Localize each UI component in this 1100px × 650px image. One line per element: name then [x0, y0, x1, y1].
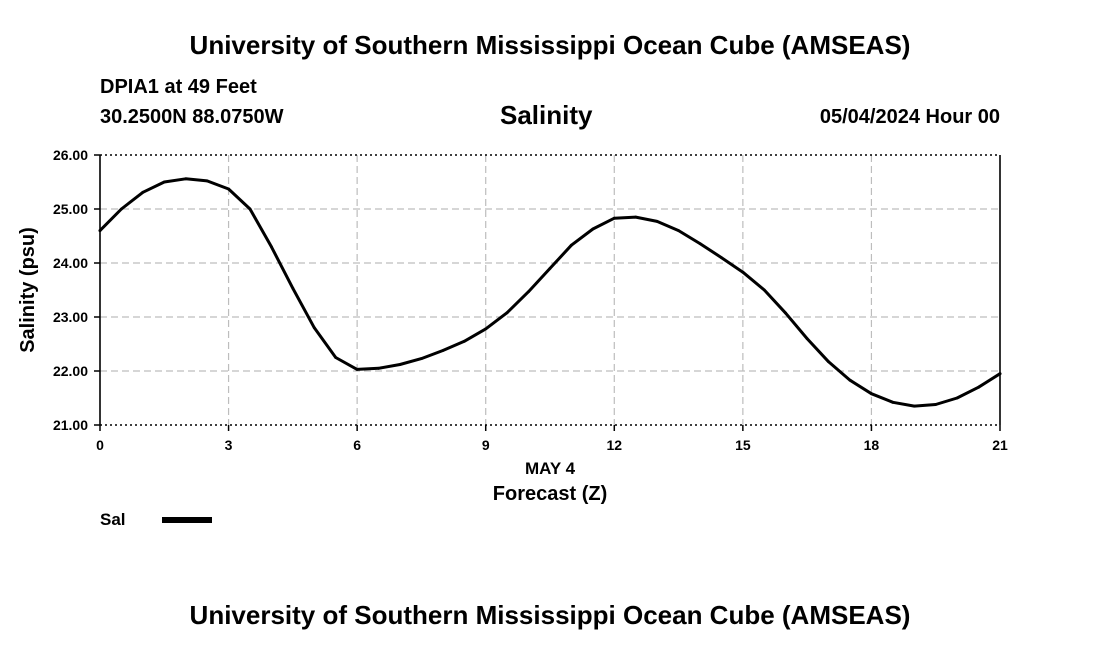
data-point — [98, 229, 102, 233]
variable-title: Salinity — [500, 100, 593, 130]
chart-title: University of Southern Mississippi Ocean… — [189, 30, 911, 60]
data-point — [120, 207, 123, 211]
data-point — [291, 287, 295, 290]
data-point — [184, 177, 188, 181]
datetime-label: 05/04/2024 Hour 00 — [819, 106, 1000, 128]
data-point — [570, 243, 573, 247]
data-point — [355, 368, 359, 371]
x-tick-label: 0 — [96, 437, 104, 453]
data-point — [334, 356, 338, 359]
footer-title: University of Southern Mississippi Ocean… — [189, 600, 911, 630]
x-tick-label: 6 — [353, 437, 361, 453]
data-point — [398, 363, 402, 366]
data-point — [784, 311, 788, 315]
data-point — [441, 349, 445, 352]
x-axis-title: Forecast (Z) — [493, 483, 607, 505]
data-point — [377, 366, 380, 370]
data-point — [462, 339, 466, 343]
data-point — [891, 400, 895, 404]
data-point — [484, 327, 488, 331]
data-point — [912, 404, 916, 408]
data-point — [270, 245, 273, 249]
data-point — [977, 385, 980, 389]
y-tick-label: 26.00 — [53, 147, 88, 163]
y-tick-label: 25.00 — [53, 201, 88, 217]
data-point — [655, 220, 659, 223]
grid-layer — [100, 155, 1000, 425]
series-line-sal — [98, 177, 1002, 408]
y-axis-title: Salinity (psu) — [17, 227, 39, 353]
data-point — [248, 207, 252, 211]
data-point — [227, 187, 231, 191]
series-layer — [98, 177, 1002, 408]
station-label: DPIA1 at 49 Feet — [100, 76, 257, 98]
y-tick-label: 23.00 — [53, 309, 88, 325]
x-tick-label: 12 — [606, 437, 622, 453]
y-tick-label: 22.00 — [53, 363, 88, 379]
y-tick-label: 24.00 — [53, 255, 88, 271]
data-point — [848, 378, 852, 382]
data-point — [955, 396, 959, 400]
data-point — [827, 360, 830, 364]
data-point — [677, 229, 680, 233]
x-tick-label: 15 — [735, 437, 751, 453]
x-tick-label: 18 — [864, 437, 880, 453]
data-point — [934, 403, 938, 406]
data-point — [420, 357, 423, 360]
legend-swatch — [162, 517, 212, 523]
data-point — [141, 190, 145, 194]
data-point — [634, 215, 638, 219]
x-tick-label: 3 — [225, 437, 233, 453]
data-point — [312, 326, 316, 330]
x-sub-label: MAY 4 — [525, 459, 576, 478]
data-point — [505, 311, 509, 315]
data-point — [762, 288, 766, 292]
data-point — [591, 227, 595, 231]
data-point — [612, 216, 616, 220]
data-point — [720, 256, 723, 259]
data-point — [870, 392, 873, 396]
x-tick-label: 21 — [992, 437, 1008, 453]
axis-layer: 0 3 6 9 12 15 18 21 21.00 22.00 23.00 24.00 25.00 26.… — [53, 147, 1008, 453]
data-point — [527, 290, 530, 293]
data-point — [162, 180, 166, 184]
label-layer: MAY 4 Forecast (Z) Salinity (psu) — [17, 227, 607, 505]
data-point — [205, 179, 209, 183]
x-tick-label: 9 — [482, 437, 490, 453]
data-point — [741, 270, 745, 274]
data-point — [698, 242, 702, 246]
data-point — [548, 267, 552, 270]
data-point — [805, 337, 809, 340]
y-tick-label: 21.00 — [53, 417, 88, 433]
coordinates-label: 30.2500N 88.0750W — [100, 106, 284, 128]
legend-label: Sal — [100, 510, 126, 529]
data-point — [998, 372, 1002, 376]
